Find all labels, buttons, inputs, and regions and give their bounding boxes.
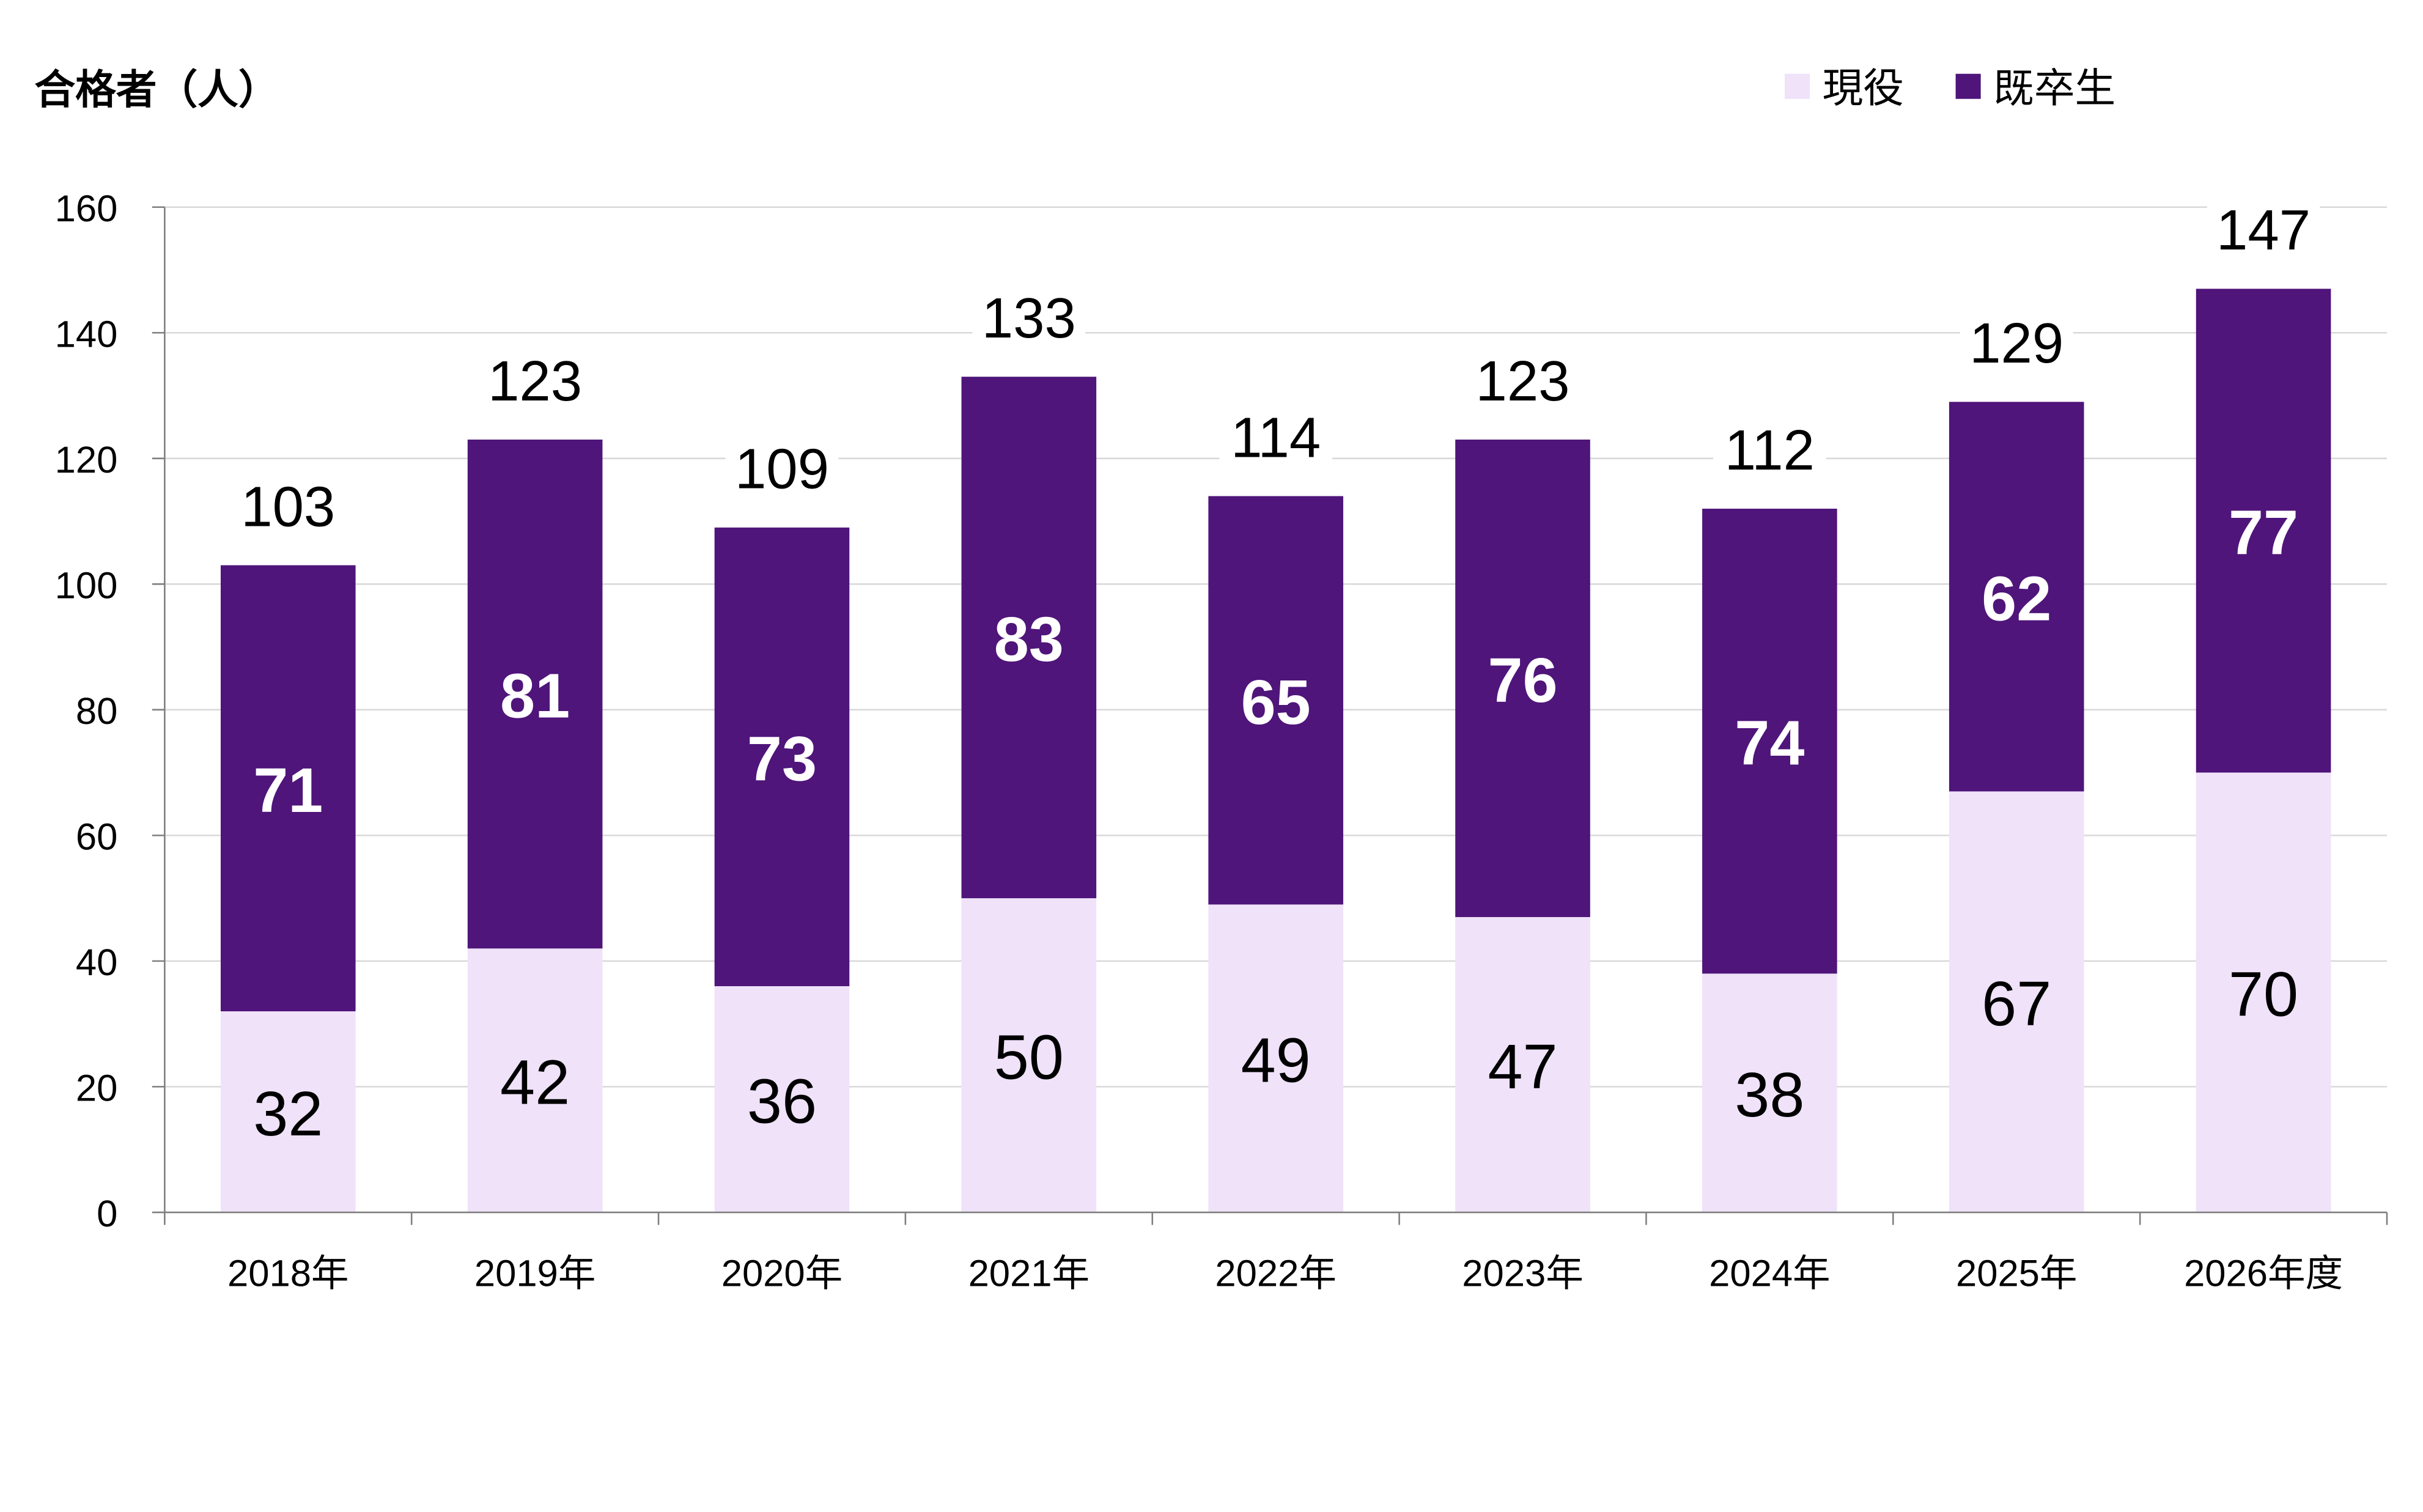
total-label: 112 (1725, 418, 1815, 482)
total-label-background (478, 345, 592, 415)
y-tick-label: 160 (55, 188, 118, 230)
y-tick-label: 0 (97, 1193, 117, 1235)
x-tick-label: 2018年 (227, 1252, 349, 1294)
total-label-background (725, 433, 839, 503)
bar-segment-current (714, 986, 850, 1212)
total-label-background (2207, 194, 2320, 264)
bar-segment-graduate (1949, 402, 2084, 792)
bar-segment-current (1949, 791, 2084, 1212)
y-tick-label: 120 (55, 439, 118, 481)
data-label-current: 50 (994, 1022, 1064, 1092)
y-tick-label: 20 (76, 1067, 117, 1109)
y-tick-label: 100 (55, 564, 118, 607)
legend-label-graduate: 既卒生 (1993, 66, 2115, 111)
x-tick-label: 2026年度 (2184, 1252, 2343, 1294)
x-tick-label: 2025年 (1956, 1252, 2077, 1294)
bar-segment-current (1702, 973, 1837, 1212)
x-tick-label: 2020年 (721, 1252, 843, 1294)
axes: 0 20 40 60 80 100 120 140 160 2018年 2019年 2020年 2021… (55, 188, 2388, 1294)
total-label: 109 (735, 437, 829, 501)
labels: 32 71 103 42 81 123 36 73 109 50 83 133 49 65 114 47 76 1… (231, 194, 2320, 1149)
total-label-background (1466, 345, 1579, 415)
data-label-graduate: 74 (1735, 708, 1804, 778)
total-label: 147 (2216, 198, 2311, 262)
data-label-current: 49 (1241, 1025, 1311, 1096)
data-label-graduate: 83 (994, 604, 1064, 674)
bar-segment-graduate (961, 377, 1097, 899)
data-label-graduate: 71 (253, 755, 323, 825)
y-tick-label: 40 (76, 942, 117, 984)
data-label-current: 47 (1488, 1031, 1557, 1102)
bar-segment-current (1208, 904, 1343, 1212)
bar-segment-graduate (714, 527, 850, 986)
y-axis-title: 合格者（人） (34, 67, 279, 112)
bar-segment-current (220, 1011, 356, 1212)
data-label-graduate: 62 (1982, 563, 2051, 633)
data-label-graduate: 76 (1488, 645, 1557, 715)
total-label: 114 (1231, 405, 1321, 469)
bar-segment-current (2196, 772, 2331, 1212)
x-tick-label: 2024年 (1709, 1252, 1830, 1294)
total-label-background (1219, 402, 1333, 471)
bar-segment-current (467, 948, 603, 1212)
bar-segment-graduate (2196, 289, 2331, 773)
x-tick-label: 2023年 (1462, 1252, 1583, 1294)
y-tick-label: 140 (55, 313, 118, 355)
legend-swatch-graduate (1955, 73, 1981, 99)
x-tick-label: 2021年 (968, 1252, 1090, 1294)
bars (220, 289, 2331, 1212)
y-tick-label: 80 (76, 690, 117, 732)
bar-segment-current (961, 898, 1097, 1212)
data-label-graduate: 73 (747, 723, 817, 794)
data-label-graduate: 65 (1241, 667, 1311, 737)
data-label-current: 67 (1982, 968, 2051, 1039)
total-label-background (972, 282, 1086, 352)
total-label: 103 (241, 474, 335, 538)
total-label: 123 (488, 349, 582, 413)
total-label: 123 (1475, 349, 1569, 413)
bar-segment-graduate (1455, 439, 1590, 917)
y-tick-label: 60 (76, 816, 117, 858)
legend-swatch-current (1785, 73, 1810, 99)
x-tick-label: 2019年 (474, 1252, 596, 1294)
legend-label-current: 現役 (1823, 66, 1904, 111)
total-label: 129 (1969, 311, 2063, 375)
data-label-graduate: 81 (500, 661, 570, 731)
bar-segment-graduate (1702, 508, 1837, 974)
data-label-current: 32 (253, 1079, 323, 1149)
data-label-graduate: 77 (2229, 497, 2298, 567)
bar-segment-graduate (1208, 496, 1343, 905)
data-label-current: 38 (1735, 1060, 1804, 1130)
legend: 現役 既卒生 (1785, 66, 2115, 111)
total-label-background (1713, 415, 1826, 484)
data-label-current: 70 (2229, 959, 2298, 1030)
bar-segment-graduate (467, 439, 603, 949)
x-tick-label: 2022年 (1215, 1252, 1336, 1294)
total-label: 133 (982, 286, 1076, 350)
bar-segment-graduate (220, 565, 356, 1012)
bar-segment-current (1455, 916, 1590, 1212)
data-label-current: 36 (747, 1066, 817, 1136)
data-label-current: 42 (500, 1047, 570, 1118)
total-label-background (231, 471, 345, 540)
total-label-background (1960, 308, 2073, 377)
